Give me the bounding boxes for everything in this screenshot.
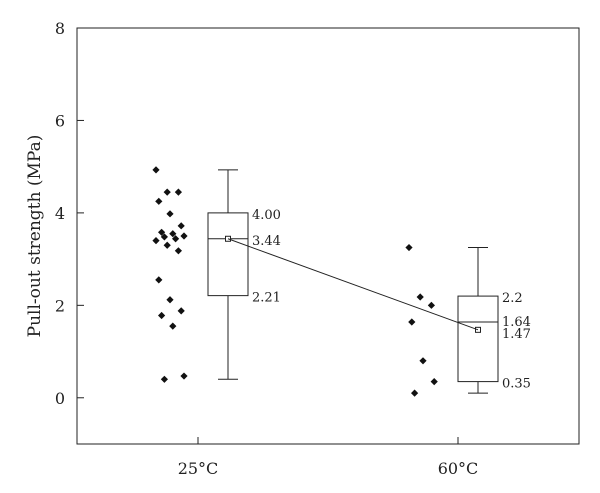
data-point [430, 378, 438, 386]
data-point [416, 293, 424, 301]
data-point [152, 237, 160, 245]
box-annotation: 3.44 [252, 234, 281, 249]
y-tick-label: 0 [55, 389, 65, 408]
mean-connector-line [227, 238, 479, 331]
y-tick-label: 6 [55, 111, 65, 130]
data-point [172, 235, 180, 243]
box-iqr [457, 295, 499, 383]
data-point [180, 232, 188, 240]
x-tick-label: 60°C [438, 459, 479, 478]
data-point [158, 311, 166, 320]
y-axis-label: Pull-out strength (MPa) [25, 135, 45, 338]
data-point [177, 222, 185, 230]
box-annotation: 0.35 [502, 377, 531, 392]
box-annotation: 1.64 [502, 315, 531, 330]
data-point [169, 322, 177, 330]
box-annotation: 4.00 [252, 208, 281, 223]
box-annotation: 1.47 [502, 327, 531, 342]
data-point [160, 375, 168, 383]
data-point [174, 247, 182, 255]
data-point [163, 188, 171, 196]
box-plots [207, 169, 499, 394]
box-annotation: 2.2 [502, 291, 523, 306]
data-point [163, 241, 171, 249]
data-point [408, 318, 416, 326]
y-axis: 0 2 4 6 8 [55, 19, 84, 408]
x-axis: 25°C 60°C [178, 437, 479, 478]
y-tick-label: 8 [55, 19, 65, 38]
data-point [405, 243, 413, 252]
data-point [155, 276, 163, 284]
data-point [427, 301, 435, 309]
box-annotations: 4.00 3.44 2.21 2.2 1.641.47 0.35 [252, 208, 531, 392]
data-point [174, 188, 182, 196]
data-point [177, 307, 185, 315]
scatter-points [152, 166, 438, 397]
data-point [180, 372, 188, 380]
data-point [158, 228, 166, 236]
data-point [411, 389, 419, 397]
data-point [166, 210, 174, 218]
x-tick-label: 25°C [178, 459, 219, 478]
mean-connector [227, 238, 479, 331]
data-point [169, 230, 177, 238]
y-tick-label: 4 [55, 204, 65, 223]
y-tick-label: 2 [55, 296, 65, 315]
data-point [155, 197, 163, 205]
data-point [166, 296, 174, 304]
data-point [152, 166, 160, 174]
box-annotation: 2.21 [252, 291, 281, 306]
plot-frame [76, 27, 580, 445]
data-point [419, 357, 427, 365]
box-iqr [207, 212, 249, 297]
data-point [160, 233, 168, 241]
